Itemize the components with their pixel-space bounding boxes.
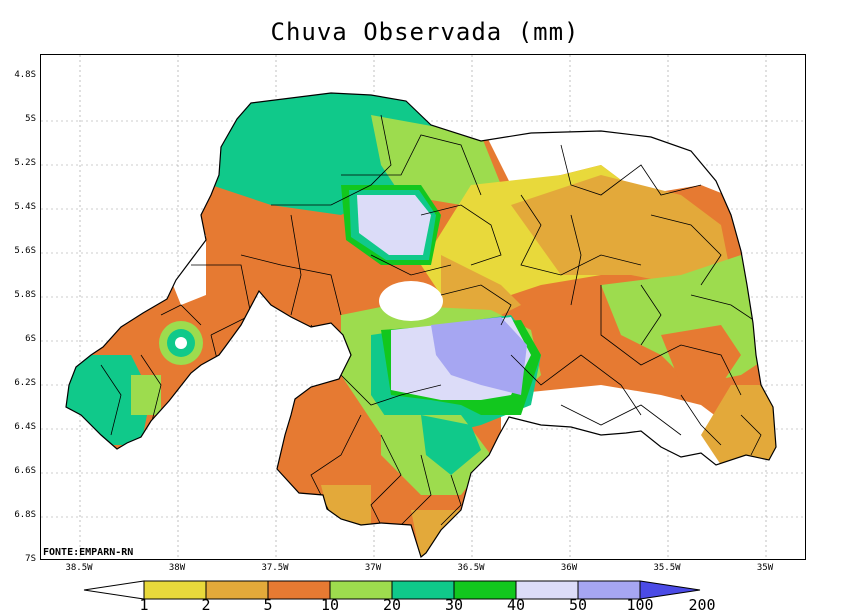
- lon-tick-label: 38.5W: [65, 563, 93, 573]
- map-title: Chuva Observada (mm): [270, 18, 580, 46]
- color-legend: [83, 580, 701, 600]
- lat-tick-label: 5S: [25, 114, 36, 124]
- lon-tick-label: 38W: [168, 563, 186, 573]
- lat-tick-label: 6.4S: [14, 422, 36, 432]
- lon-tick-label: 36W: [560, 563, 578, 573]
- legend-threshold-label: 50: [568, 596, 588, 614]
- rainfall-map: [41, 55, 805, 559]
- legend-threshold-label: 2: [201, 596, 211, 614]
- legend-threshold-label: 1: [139, 596, 149, 614]
- legend-threshold-label: 30: [444, 596, 464, 614]
- map-frame: [40, 54, 806, 560]
- lon-tick-label: 35W: [756, 563, 774, 573]
- lon-tick-label: 37.5W: [261, 563, 289, 573]
- lat-tick-label: 5.6S: [14, 246, 36, 256]
- lat-tick-label: 6S: [25, 334, 36, 344]
- lat-tick-label: 4.8S: [14, 70, 36, 80]
- lon-tick-label: 36.5W: [457, 563, 485, 573]
- legend-threshold-label: 100: [626, 596, 654, 614]
- lat-tick-label: 5.8S: [14, 290, 36, 300]
- rainfall-fill: [66, 93, 776, 557]
- data-source-label: FONTE:EMPARN-RN: [43, 547, 134, 558]
- state-outline: [65, 92, 777, 559]
- lat-tick-label: 7S: [25, 554, 36, 564]
- legend-threshold-label: 5: [263, 596, 273, 614]
- legend-threshold-label: 10: [320, 596, 340, 614]
- legend-threshold-label: 40: [506, 596, 526, 614]
- municipality-borders: [100, 114, 762, 526]
- lat-tick-label: 6.6S: [14, 466, 36, 476]
- lon-tick-label: 37W: [364, 563, 382, 573]
- lat-tick-label: 5.4S: [14, 202, 36, 212]
- lat-tick-label: 6.8S: [14, 510, 36, 520]
- lat-tick-label: 5.2S: [14, 158, 36, 168]
- lat-tick-label: 6.2S: [14, 378, 36, 388]
- legend-swatch: [639, 580, 701, 600]
- lon-tick-label: 35.5W: [653, 563, 681, 573]
- legend-threshold-label: 20: [382, 596, 402, 614]
- legend-threshold-label: 200: [688, 596, 716, 614]
